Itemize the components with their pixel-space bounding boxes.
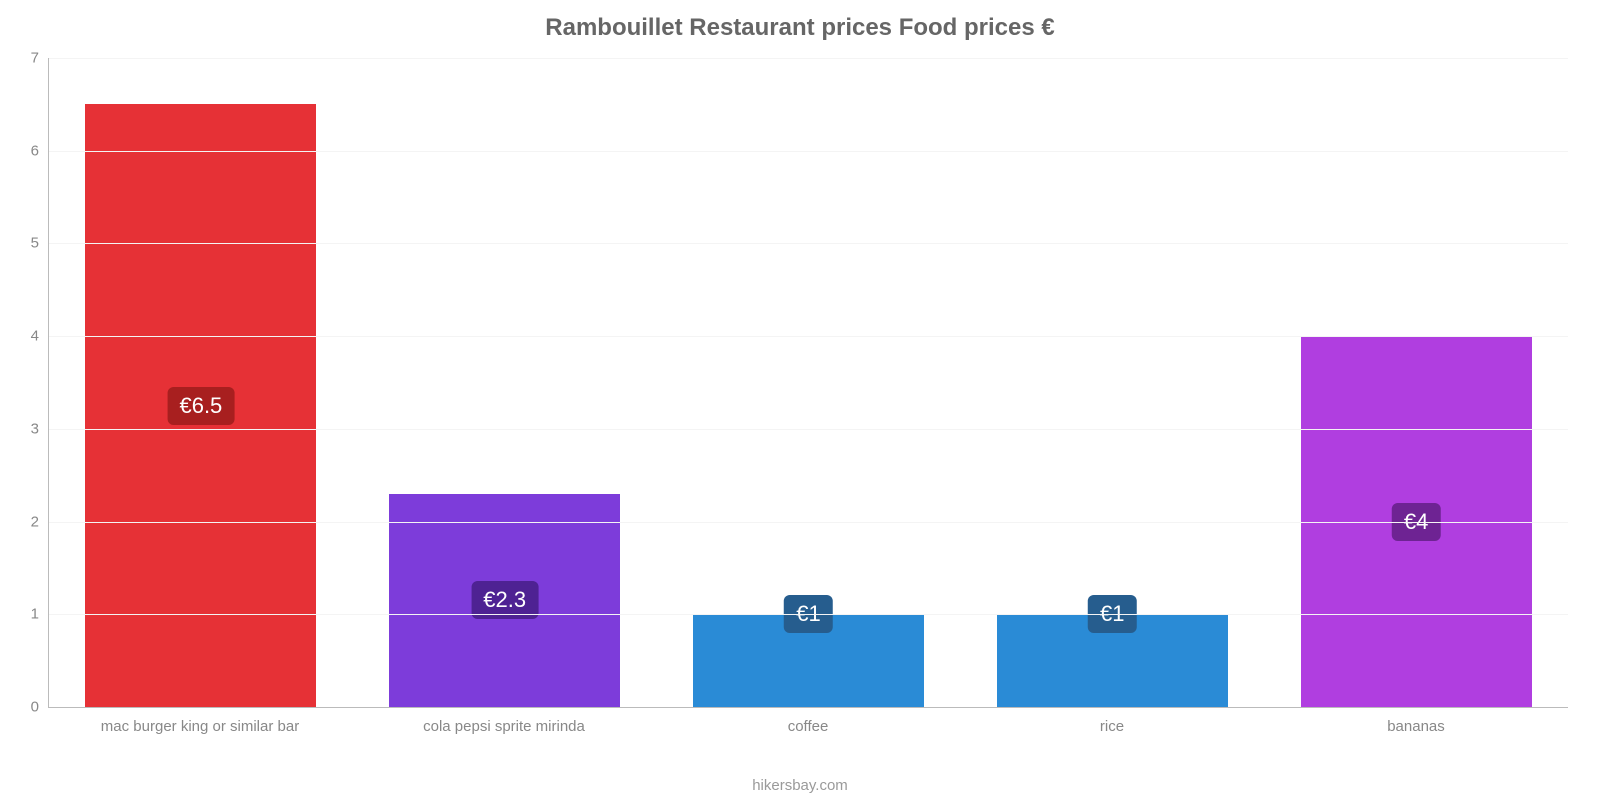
x-axis-labels: mac burger king or similar barcola pepsi… (48, 714, 1568, 735)
bar-slot: €2.3 (353, 58, 657, 707)
bar-slot: €1 (960, 58, 1264, 707)
y-tick-label: 5 (31, 235, 49, 252)
y-tick-label: 4 (31, 328, 49, 345)
y-tick-label: 1 (31, 606, 49, 623)
y-tick-label: 0 (31, 699, 49, 716)
y-tick-label: 2 (31, 513, 49, 530)
y-tick-label: 3 (31, 420, 49, 437)
chart-area: €6.5€2.3€1€1€4 01234567 mac burger king … (48, 58, 1568, 732)
gridline (49, 614, 1568, 615)
gridline (49, 243, 1568, 244)
y-tick-label: 6 (31, 142, 49, 159)
bar: €1 (997, 614, 1228, 707)
bar-slot: €1 (657, 58, 961, 707)
gridline (49, 522, 1568, 523)
gridline (49, 336, 1568, 337)
gridline (49, 58, 1568, 59)
x-tick-label: mac burger king or similar bar (48, 714, 352, 735)
gridline (49, 429, 1568, 430)
bar-slot: €4 (1264, 58, 1568, 707)
x-tick-label: cola pepsi sprite mirinda (352, 714, 656, 735)
chart-title: Rambouillet Restaurant prices Food price… (0, 0, 1600, 42)
plot-region: €6.5€2.3€1€1€4 01234567 (48, 58, 1568, 708)
bar: €2.3 (389, 494, 620, 707)
bar: €1 (693, 614, 924, 707)
value-badge: €6.5 (167, 387, 234, 425)
y-tick-label: 7 (31, 50, 49, 67)
bar: €6.5 (85, 104, 316, 707)
x-tick-label: coffee (656, 714, 960, 735)
x-tick-label: bananas (1264, 714, 1568, 735)
bar-slot: €6.5 (49, 58, 353, 707)
x-tick-label: rice (960, 714, 1264, 735)
attribution-text: hikersbay.com (0, 777, 1600, 794)
gridline (49, 151, 1568, 152)
bars-container: €6.5 €2.3 €1 €1 €4 (49, 58, 1568, 707)
